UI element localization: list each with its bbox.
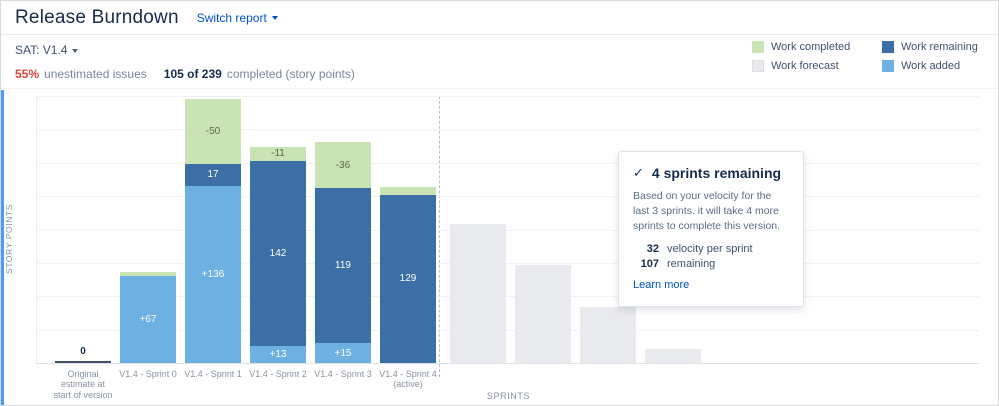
- legend-label: Work forecast: [771, 60, 839, 72]
- bar-segment-added[interactable]: +136: [185, 185, 241, 363]
- bar-segment-added[interactable]: +15: [315, 343, 371, 363]
- remaining-value: 107: [640, 257, 659, 270]
- legend-item: Work added: [882, 60, 982, 72]
- chart-area: 0 Original estimate at start of version +6…: [1, 89, 998, 405]
- divider: [1, 88, 998, 89]
- forecast-bar[interactable]: [645, 348, 701, 363]
- sprints-remaining-tooltip: ✓ 4 sprints remaining Based on your velo…: [618, 151, 804, 307]
- bar-value-label: -11: [271, 148, 285, 160]
- tooltip-stats: 32 velocity per sprint 107 remaining: [633, 243, 789, 270]
- legend-item: Work completed: [752, 41, 852, 53]
- bar-segment-remaining[interactable]: 129: [380, 194, 436, 363]
- gridline: [36, 96, 979, 97]
- board-selector-label: SAT: V1.4: [15, 43, 68, 57]
- bar-segment-completed[interactable]: -11: [250, 146, 306, 162]
- legend-swatch: [752, 41, 764, 53]
- forecast-bar[interactable]: [450, 223, 506, 363]
- tooltip-header: ✓ 4 sprints remaining: [633, 165, 789, 181]
- bar-value-label: +15: [334, 347, 352, 359]
- completed-count: 105 of 239: [163, 67, 222, 81]
- bar-value-label: +136: [201, 268, 225, 280]
- forecast-bar[interactable]: [580, 306, 636, 363]
- switch-report-label: Switch report: [196, 10, 267, 25]
- bar-segment-added[interactable]: +13: [250, 346, 306, 363]
- bar-value-label: 17: [207, 169, 219, 181]
- bar-value-label: 142: [269, 248, 287, 260]
- forecast-separator-line: [439, 96, 440, 377]
- unestimated-percentage: 55%: [15, 67, 40, 81]
- original-estimate-marker[interactable]: [55, 361, 111, 363]
- chevron-down-icon: [72, 48, 79, 53]
- category-label: V1.4 - Sprint 4 (active): [379, 369, 437, 390]
- velocity-value: 32: [646, 242, 659, 255]
- bar-segment-completed[interactable]: [380, 187, 436, 195]
- left-accent-bar: [1, 90, 4, 405]
- page-header: Release Burndown Switch report: [1, 1, 998, 35]
- gridline: [36, 329, 979, 331]
- check-icon: ✓: [633, 165, 644, 180]
- bar-value-label: 119: [335, 260, 351, 272]
- category-label: V1.4 - Sprint 2: [249, 369, 307, 379]
- bar-value-label: -50: [205, 125, 221, 137]
- legend-label: Work remaining: [901, 41, 978, 53]
- forecast-bar[interactable]: [515, 265, 571, 363]
- bar-segment-completed[interactable]: -50: [185, 98, 241, 164]
- y-axis-title: STORY POINTS: [4, 203, 14, 275]
- bar-value-label: +67: [139, 313, 157, 325]
- legend-item: Work remaining: [882, 41, 982, 53]
- bar-value-label: +13: [269, 349, 287, 361]
- bar-segment-remaining[interactable]: 119: [315, 188, 371, 344]
- stats-bar: 55% unestimated issues 105 of 239 comple…: [15, 67, 355, 81]
- legend-swatch: [882, 41, 894, 53]
- category-label: V1.4 - Sprint 1: [184, 369, 242, 379]
- gridline: [36, 129, 979, 131]
- bar-segment-completed[interactable]: [120, 271, 176, 276]
- gridline: [36, 229, 979, 231]
- remaining-label: remaining: [667, 257, 716, 270]
- bar-value-label: 0: [80, 346, 86, 357]
- category-label: V1.4 - Sprint 3: [314, 369, 372, 379]
- board-selector[interactable]: SAT: V1.4: [15, 43, 79, 57]
- gridline: [36, 196, 979, 198]
- tooltip-body: Based on your velocity for the last 3 sp…: [633, 190, 781, 233]
- legend-label: Work completed: [771, 41, 851, 53]
- legend-label: Work added: [901, 60, 961, 72]
- page-title: Release Burndown: [15, 6, 179, 28]
- bar-segment-remaining[interactable]: 142: [250, 161, 306, 347]
- x-axis-title: SPRINTS: [486, 391, 531, 401]
- switch-report-button[interactable]: Switch report: [197, 11, 278, 25]
- legend: Work completed Work remaining Work forecas…: [752, 41, 982, 72]
- bar-value-label: -36: [335, 159, 351, 171]
- velocity-label: velocity per sprint: [667, 242, 753, 255]
- gridline: [36, 296, 979, 298]
- legend-swatch: [752, 60, 764, 72]
- bar-segment-completed[interactable]: -36: [315, 141, 371, 189]
- x-axis-line: [36, 363, 979, 364]
- unestimated-label: unestimated issues: [44, 67, 147, 81]
- chart-canvas: 0 Original estimate at start of version +6…: [1, 89, 998, 405]
- chevron-down-icon: [271, 16, 278, 20]
- legend-item: Work forecast: [752, 60, 852, 72]
- gridline: [36, 162, 979, 164]
- tooltip-title: 4 sprints remaining: [651, 165, 782, 181]
- learn-more-link[interactable]: Learn more: [633, 278, 690, 291]
- legend-swatch: [882, 60, 894, 72]
- category-label: Original estimate at start of version: [53, 369, 113, 400]
- bar-value-label: 129: [399, 273, 417, 285]
- gridline: [36, 262, 979, 264]
- bar-segment-added[interactable]: +67: [120, 275, 176, 363]
- category-label: V1.4 - Sprint 0: [119, 369, 177, 379]
- completed-label: completed (story points): [226, 67, 355, 81]
- bar-segment-remaining[interactable]: 17: [185, 163, 241, 186]
